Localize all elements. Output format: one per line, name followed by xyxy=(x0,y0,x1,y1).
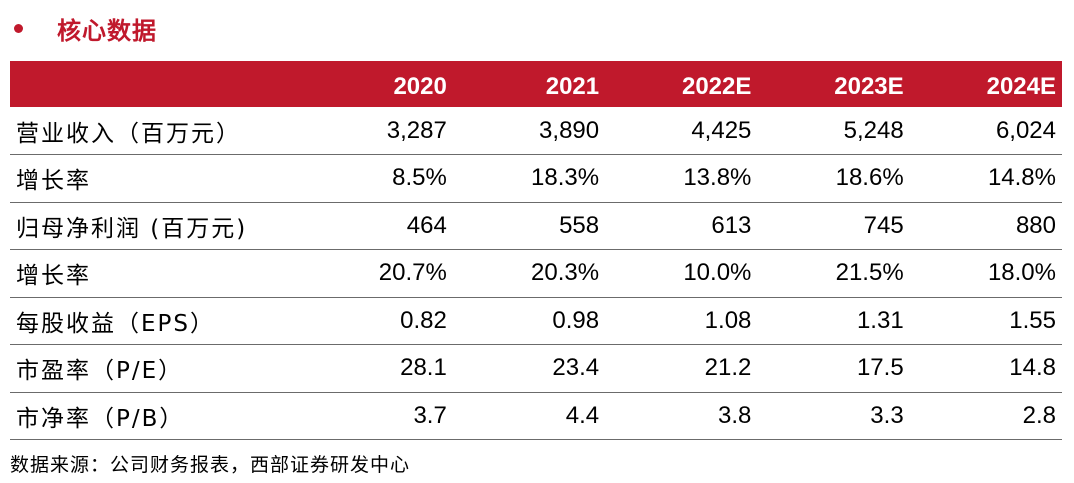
bullet-icon xyxy=(14,23,23,33)
table-row: 营业收入（百万元） 3,287 3,890 4,425 5,248 6,024 xyxy=(10,107,1062,155)
table-cell: 21.5% xyxy=(835,259,904,287)
table-cell: 13.8% xyxy=(683,164,752,192)
table-cell: 8.5% xyxy=(392,164,447,192)
table-cell: 28.1 xyxy=(400,354,447,382)
row-label: 市净率（P/B） xyxy=(16,405,185,432)
table-cell: 23.4 xyxy=(552,354,600,382)
table-row: 增长率 8.5% 18.3% 13.8% 18.6% 14.8% xyxy=(10,155,1062,202)
table-row: 市盈率（P/E） 28.1 23.4 21.2 17.5 14.8 xyxy=(10,345,1062,392)
table-cell: 0.82 xyxy=(400,306,447,334)
table-cell: 3.3 xyxy=(870,401,904,429)
table-cell: 2.8 xyxy=(1022,401,1056,429)
header-cell-2021: 2021 xyxy=(545,73,600,100)
table-cell: 3.8 xyxy=(718,401,752,429)
header-cell-2023e: 2023E xyxy=(834,73,904,100)
table-cell: 0.98 xyxy=(552,306,600,334)
table-cell: 14.8% xyxy=(987,164,1056,192)
table-cell: 10.0% xyxy=(683,259,752,287)
table-cell: 464 xyxy=(406,211,447,239)
header-cell-label xyxy=(10,61,301,107)
table-cell: 20.3% xyxy=(531,259,600,287)
header-cell-2022e: 2022E xyxy=(681,73,752,100)
table-cell: 18.0% xyxy=(987,259,1056,287)
table-cell: 880 xyxy=(1015,211,1056,239)
table-cell: 5,248 xyxy=(843,116,904,144)
source-note: 数据来源：公司财务报表，西部证券研发中心 xyxy=(10,454,411,476)
row-label: 市盈率（P/E） xyxy=(16,358,184,385)
section-title: 核心数据 xyxy=(57,15,157,45)
table-cell: 18.3% xyxy=(531,164,600,192)
header-cell-2020: 2020 xyxy=(393,73,447,100)
row-label: 增长率 xyxy=(16,168,91,195)
table-cell: 558 xyxy=(559,211,600,239)
row-label: 增长率 xyxy=(16,263,91,290)
header-cell-2024e: 2024E xyxy=(986,73,1056,100)
table-row: 增长率 20.7% 20.3% 10.0% 21.5% 18.0% xyxy=(10,250,1062,297)
table-cell: 3.7 xyxy=(413,401,447,429)
table-cell: 20.7% xyxy=(378,259,447,287)
row-label: 归母净利润 (百万元) xyxy=(16,215,248,242)
table-cell: 1.08 xyxy=(704,306,752,334)
table-cell: 4.4 xyxy=(565,401,600,429)
table-cell: 613 xyxy=(711,211,752,239)
table-cell: 3,287 xyxy=(386,116,447,144)
table-row: 市净率（P/B） 3.7 4.4 3.8 3.3 2.8 xyxy=(10,392,1062,440)
table-cell: 1.55 xyxy=(1009,306,1056,334)
table-cell: 14.8 xyxy=(1009,354,1056,382)
table-row: 每股收益（EPS） 0.82 0.98 1.08 1.31 1.55 xyxy=(10,297,1062,345)
table-row: 归母净利润 (百万元) 464 558 613 745 880 xyxy=(10,202,1062,250)
table-cell: 17.5 xyxy=(856,354,904,382)
table-cell: 1.31 xyxy=(856,306,904,334)
table-cell: 745 xyxy=(863,211,904,239)
section-header: 核心数据 xyxy=(14,10,157,46)
table-header-row: 2020 2021 2022E 2023E 2024E xyxy=(10,61,1062,107)
core-data-table: 2020 2021 2022E 2023E 2024E 营业收入（百万元） 3,… xyxy=(10,61,1062,440)
table-cell: 21.2 xyxy=(704,354,752,382)
table-cell: 3,890 xyxy=(539,116,600,144)
row-label: 营业收入（百万元） xyxy=(16,120,241,147)
table-cell: 6,024 xyxy=(995,116,1056,144)
row-label: 每股收益（EPS） xyxy=(16,310,216,337)
table-cell: 18.6% xyxy=(835,164,904,192)
table-cell: 4,425 xyxy=(691,116,752,144)
